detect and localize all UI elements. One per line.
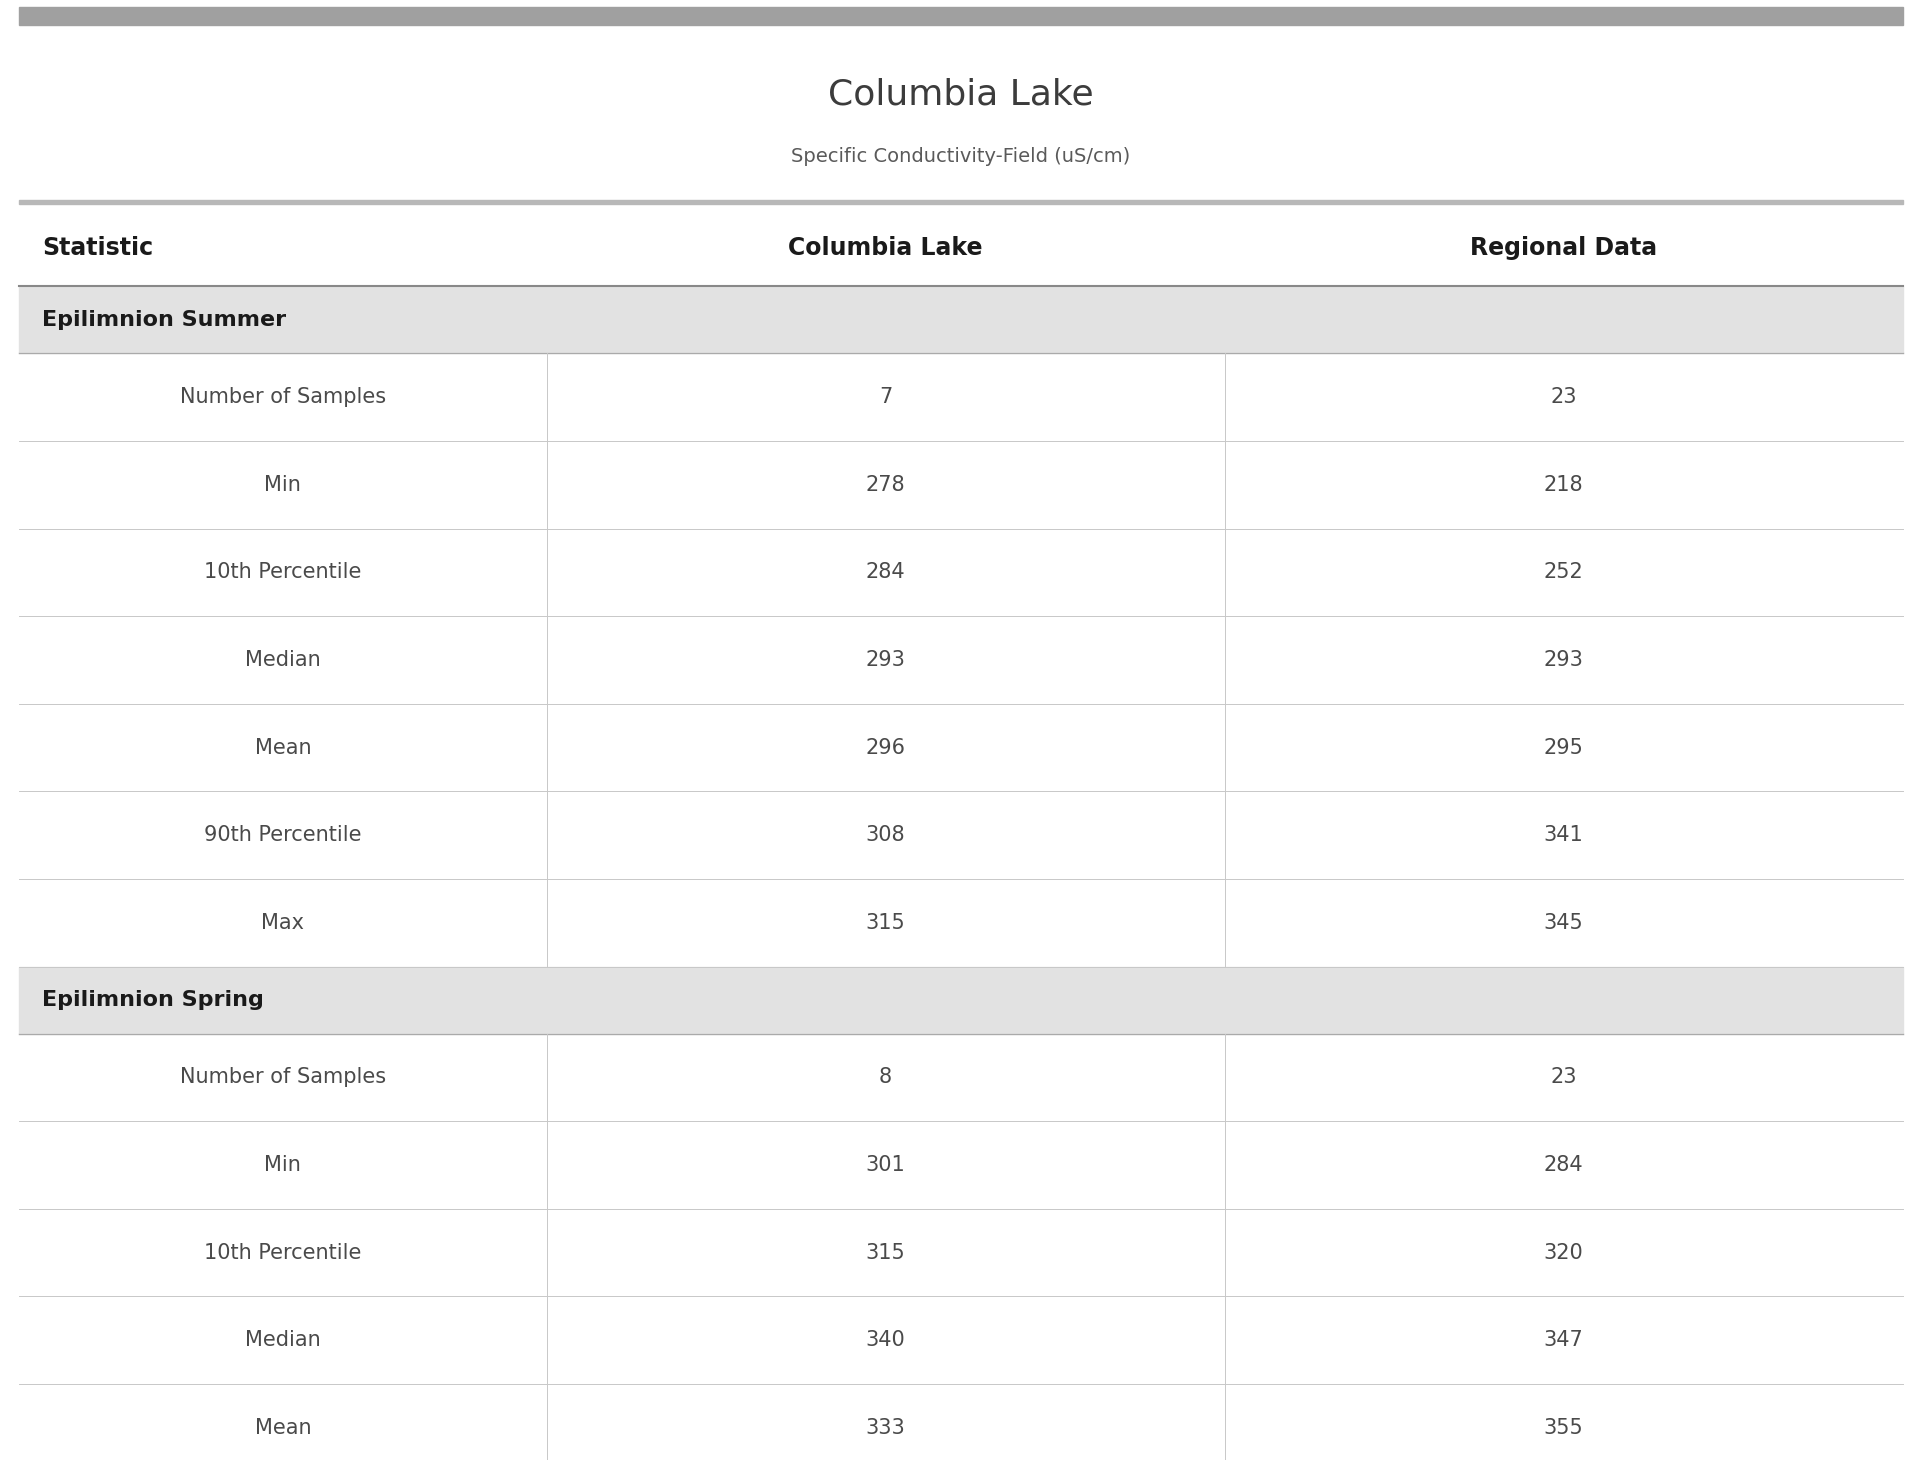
Bar (19, 1121, 1903, 1209)
Bar (19, 704, 1903, 791)
Text: Max: Max (261, 912, 304, 933)
Text: 284: 284 (865, 562, 905, 583)
Text: 295: 295 (1543, 737, 1584, 758)
Text: Regional Data: Regional Data (1470, 237, 1657, 260)
Text: 315: 315 (865, 1242, 905, 1263)
Bar (19, 200, 1903, 204)
Bar (19, 441, 1903, 529)
Bar (19, 879, 1903, 967)
Text: Statistic: Statistic (42, 237, 154, 260)
Text: 7: 7 (878, 387, 892, 407)
Text: Mean: Mean (254, 1418, 311, 1438)
Bar (19, 791, 1903, 879)
Text: 284: 284 (1543, 1155, 1584, 1175)
Bar (19, 967, 1903, 1034)
Text: Columbia Lake: Columbia Lake (828, 77, 1094, 112)
Text: 293: 293 (865, 650, 905, 670)
Text: 90th Percentile: 90th Percentile (204, 825, 361, 845)
Bar (19, 1384, 1903, 1460)
Text: Min: Min (265, 1155, 302, 1175)
Text: Min: Min (265, 474, 302, 495)
Text: 8: 8 (878, 1067, 892, 1088)
Text: 10th Percentile: 10th Percentile (204, 1242, 361, 1263)
Bar (19, 529, 1903, 616)
Text: Columbia Lake: Columbia Lake (788, 237, 982, 260)
Bar (19, 7, 1903, 25)
Bar (19, 616, 1903, 704)
Text: 252: 252 (1543, 562, 1584, 583)
Text: Mean: Mean (254, 737, 311, 758)
Text: 23: 23 (1551, 1067, 1576, 1088)
Text: 333: 333 (865, 1418, 905, 1438)
Text: Epilimnion Summer: Epilimnion Summer (42, 310, 286, 330)
Text: 293: 293 (1543, 650, 1584, 670)
Text: Specific Conductivity-Field (uS/cm): Specific Conductivity-Field (uS/cm) (792, 146, 1130, 166)
Bar (19, 286, 1903, 353)
Text: Median: Median (244, 1330, 321, 1350)
Text: 301: 301 (865, 1155, 905, 1175)
Text: Epilimnion Spring: Epilimnion Spring (42, 990, 263, 1010)
Text: 315: 315 (865, 912, 905, 933)
Text: 320: 320 (1543, 1242, 1584, 1263)
Text: 355: 355 (1543, 1418, 1584, 1438)
Text: Number of Samples: Number of Samples (181, 1067, 386, 1088)
Text: Number of Samples: Number of Samples (181, 387, 386, 407)
Text: 345: 345 (1543, 912, 1584, 933)
Text: 308: 308 (865, 825, 905, 845)
Text: 341: 341 (1543, 825, 1584, 845)
Bar (19, 353, 1903, 441)
Bar (19, 210, 1903, 286)
Text: Median: Median (244, 650, 321, 670)
Text: 218: 218 (1543, 474, 1584, 495)
Bar (19, 1296, 1903, 1384)
Text: 347: 347 (1543, 1330, 1584, 1350)
Text: 23: 23 (1551, 387, 1576, 407)
Text: 296: 296 (865, 737, 905, 758)
Bar (19, 1034, 1903, 1121)
Text: 340: 340 (865, 1330, 905, 1350)
Text: 278: 278 (865, 474, 905, 495)
Text: 10th Percentile: 10th Percentile (204, 562, 361, 583)
Bar (19, 1209, 1903, 1296)
